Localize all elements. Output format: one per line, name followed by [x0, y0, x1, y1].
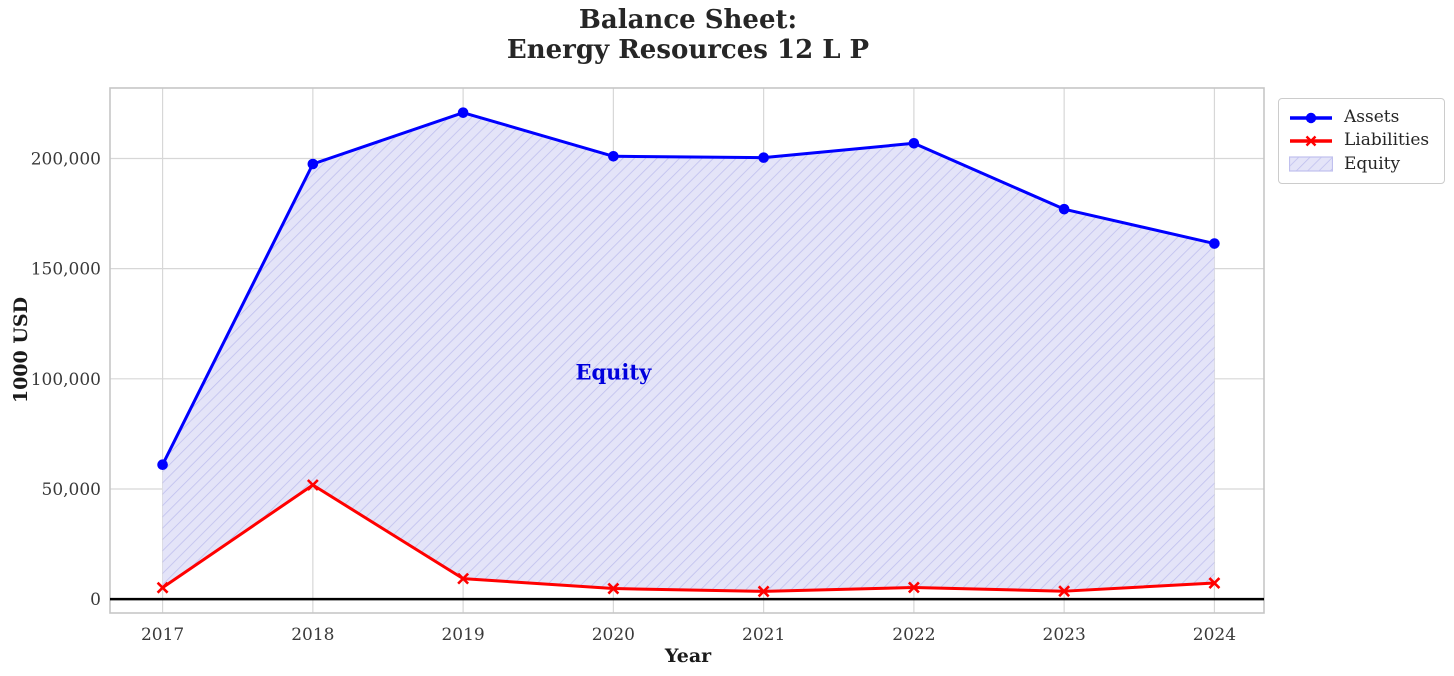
equity-annotation: Equity: [575, 359, 652, 385]
assets-marker: [1209, 238, 1220, 249]
equity-fill-area: [162, 112, 1215, 592]
y-tick-label: 50,000: [42, 480, 101, 500]
liabilities-marker: [1208, 577, 1221, 589]
x-tick-label: 2023: [1043, 625, 1086, 645]
assets-marker: [1058, 203, 1070, 215]
legend-label-liabilities: Liabilities: [1344, 130, 1430, 151]
y-tick-label: 0: [90, 590, 101, 610]
x-tick-label: 2017: [141, 625, 184, 645]
x-tick-label: 2022: [892, 625, 935, 645]
legend-label-assets: Assets: [1344, 107, 1400, 128]
x-axis-label: Year: [664, 645, 712, 667]
legend-item-assets: Assets: [1289, 106, 1434, 129]
chart-title: Balance Sheet: Energy Resources 12 L P: [110, 5, 1266, 65]
assets-line: [161, 111, 1215, 466]
y-tick-label: 150,000: [31, 260, 101, 280]
liabilities-marker: [907, 581, 920, 594]
y-tick-label: 200,000: [31, 149, 101, 169]
assets-marker: [758, 152, 769, 163]
legend-item-equity: Equity: [1289, 153, 1434, 176]
liabilities-marker: [457, 572, 470, 585]
liabilities-line: [161, 483, 1215, 593]
equity-hatch-icon: [1289, 156, 1333, 172]
assets-marker: [908, 137, 920, 149]
chart-title-line1: Balance Sheet:: [578, 5, 798, 35]
liabilities-marker: [306, 479, 319, 491]
liabilities-marker: [607, 582, 620, 595]
y-axis-label: 1000 USD: [10, 296, 32, 404]
assets-marker: [157, 459, 168, 471]
y-tick-label: 100,000: [31, 370, 101, 390]
x-tick-label: 2020: [592, 625, 635, 645]
x-tick-label: 2021: [742, 625, 785, 645]
legend-label-equity: Equity: [1344, 153, 1401, 174]
liabilities-marker: [156, 581, 169, 594]
assets-line-icon: [1290, 112, 1332, 123]
assets-marker: [307, 158, 319, 170]
x-tick-label: 2024: [1193, 625, 1236, 645]
assets-marker: [608, 150, 619, 162]
liabilities-marker: [757, 585, 770, 598]
x-tick-label: 2018: [291, 625, 334, 645]
assets-marker: [457, 107, 469, 118]
plot-border: [109, 87, 1265, 614]
liabilities-marker: [1058, 585, 1071, 598]
liabilities-line-icon: [1290, 135, 1332, 147]
chart-title-line2: Energy Resources 12 L P: [506, 35, 870, 65]
legend-item-liabilities: Liabilities: [1289, 129, 1434, 152]
x-tick-label: 2019: [441, 625, 484, 645]
legend: Assets Liabilities Equity: [1278, 98, 1445, 184]
